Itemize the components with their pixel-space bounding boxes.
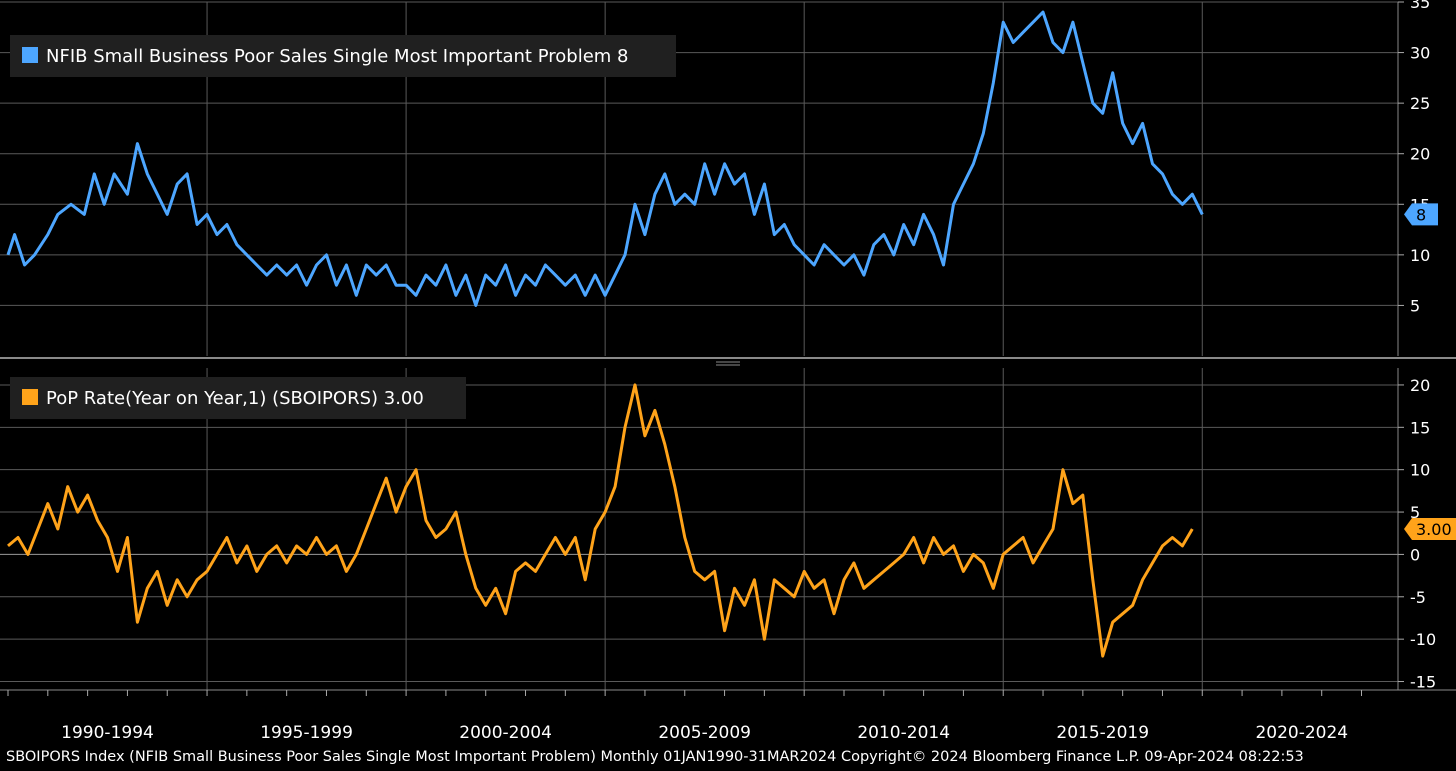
- top-panel: 5101520253035 NFIB Small Business Poor S…: [0, 0, 1438, 356]
- x-period-label: 2000-2004: [459, 723, 552, 743]
- x-minor-ticks: [7, 690, 1363, 696]
- top-y-ticks: 5101520253035: [1398, 0, 1430, 315]
- top-tick-label: 35: [1410, 0, 1430, 12]
- top-tick-label: 10: [1410, 246, 1430, 265]
- top-legend-swatch: [22, 47, 38, 63]
- top-badge-shape: [1404, 203, 1438, 226]
- bottom-legend: PoP Rate(Year on Year,1) (SBOIPORS) 3.00: [10, 377, 466, 419]
- x-period-label: 1995-1999: [260, 723, 353, 743]
- top-vertical-gridlines: [206, 2, 1203, 356]
- bot-tick-label: 10: [1410, 461, 1430, 480]
- bottom-panel: -15 -10 -5 0 5 10 15 20 PoP Rate(Year on Year,1…: [0, 368, 1456, 692]
- top-tick-label: 20: [1410, 145, 1430, 164]
- top-last-value-badge: 8: [1404, 203, 1438, 226]
- top-series-line: [6, 10, 1204, 307]
- top-tick-label: 5: [1410, 296, 1420, 315]
- x-axis: 1990-1994 1995-1999 2000-2004 2005-2009 2010…: [0, 689, 1456, 743]
- bot-tick-label: 15: [1410, 418, 1430, 437]
- x-period-labels: 1990-1994 1995-1999 2000-2004 2005-2009 2010…: [61, 723, 1348, 743]
- top-legend-text: NFIB Small Business Poor Sales Single Mo…: [46, 46, 628, 67]
- bot-tick-label: 20: [1410, 376, 1430, 395]
- bottom-last-value-badge: 3.00: [1404, 518, 1456, 540]
- bottom-legend-text: PoP Rate(Year on Year,1) (SBOIPORS) 3.00: [46, 388, 424, 409]
- x-period-label: 2005-2009: [658, 723, 751, 743]
- bot-tick-label: -15: [1410, 673, 1436, 692]
- panel-divider: [0, 357, 1456, 366]
- bot-tick-label: 5: [1410, 503, 1420, 522]
- x-period-label: 2010-2014: [857, 723, 950, 743]
- bot-tick-label: -5: [1410, 588, 1426, 607]
- footer-source-text: SBOIPORS Index (NFIB Small Business Poor…: [6, 749, 1304, 765]
- bottom-y-ticks: -15 -10 -5 0 5 10 15 20: [1398, 376, 1436, 692]
- bot-tick-label: -10: [1410, 630, 1436, 649]
- bot-tick-label: 0: [1410, 545, 1420, 564]
- x-period-label: 2020-2024: [1255, 723, 1348, 743]
- bottom-badge-shape: [1404, 518, 1456, 540]
- bottom-vertical-gridlines: [206, 368, 1203, 690]
- top-tick-label: 30: [1410, 44, 1430, 63]
- top-legend: NFIB Small Business Poor Sales Single Mo…: [10, 35, 676, 77]
- top-badge-text: 8: [1416, 205, 1426, 224]
- x-period-label: 1990-1994: [61, 723, 154, 743]
- x-period-label: 2015-2019: [1056, 723, 1149, 743]
- bottom-legend-swatch: [22, 389, 38, 405]
- top-tick-label: 25: [1410, 94, 1430, 113]
- bottom-badge-text: 3.00: [1416, 520, 1452, 539]
- bottom-series-line: [7, 383, 1194, 658]
